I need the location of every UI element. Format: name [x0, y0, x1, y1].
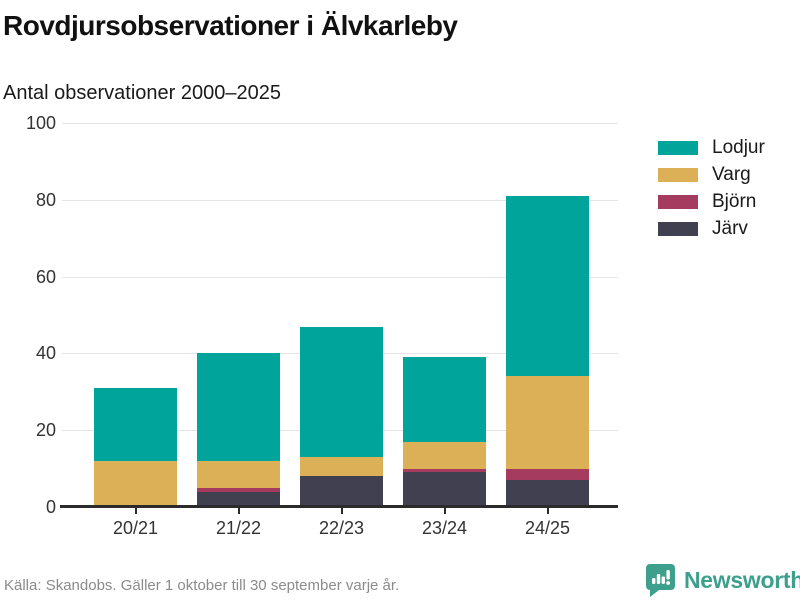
bar-segment-björn — [506, 468, 589, 481]
y-tick-label: 100 — [25, 113, 56, 133]
x-tick-label: 20/21 — [112, 518, 159, 538]
legend-swatch — [658, 168, 698, 182]
y-tick-label: 40 — [35, 343, 56, 364]
newsworthy-icon — [646, 564, 675, 597]
bar-segment-lodjur — [94, 387, 177, 461]
chart-title: Rovdjursobservationer i Älvkarleby — [3, 10, 458, 41]
legend-label: Lodjur — [712, 137, 765, 158]
bar-segment-varg — [506, 376, 589, 469]
bar-segment-varg — [403, 441, 486, 469]
gridline — [62, 199, 618, 201]
legend-swatch — [658, 195, 698, 209]
x-tick-label: 23/24 — [421, 518, 468, 538]
bar-segment-lodjur — [403, 357, 486, 442]
brand-logo: Newsworthy — [645, 563, 800, 597]
bar-segment-varg — [94, 460, 177, 507]
legend-label: Varg — [712, 164, 751, 185]
legend-label: Järv — [712, 218, 748, 239]
bar-stack — [403, 123, 486, 507]
bar-stack — [506, 123, 589, 507]
x-tick — [237, 508, 240, 514]
x-tick-label: 22/23 — [318, 518, 365, 538]
x-axis-line — [60, 505, 618, 508]
y-axis: 0 20 40 60 80 100 — [0, 114, 56, 516]
legend-item-varg: Varg — [658, 164, 765, 185]
brand-name: Newsworthy — [684, 566, 800, 593]
bar-segment-järv — [197, 491, 280, 507]
bar-segment-lodjur — [506, 195, 589, 377]
x-tick — [134, 508, 137, 514]
bar-segment-björn — [403, 468, 486, 473]
gridline — [62, 276, 618, 278]
y-tick-label: 60 — [35, 266, 56, 287]
bar-segment-lodjur — [197, 353, 280, 461]
plot-area — [62, 123, 618, 507]
chart-subtitle: Antal observationer 2000–2025 — [3, 82, 281, 104]
bar-segment-järv — [300, 476, 383, 507]
x-tick — [546, 508, 549, 514]
bar-stack — [197, 123, 280, 507]
bar-segment-björn — [197, 487, 280, 492]
x-tick — [443, 508, 446, 514]
bar-segment-varg — [300, 457, 383, 477]
y-tick-label: 0 — [45, 497, 56, 517]
gridline — [62, 123, 618, 124]
x-tick-label: 24/25 — [524, 518, 571, 538]
legend-item-björn: Björn — [658, 191, 765, 212]
x-tick-label: 21/22 — [215, 518, 262, 538]
bar-stack — [300, 123, 383, 507]
x-tick — [340, 508, 343, 514]
legend-swatch — [658, 141, 698, 155]
y-tick-label: 20 — [35, 420, 56, 441]
legend: Lodjur Varg Björn Järv — [658, 137, 765, 239]
legend-item-lodjur: Lodjur — [658, 137, 765, 158]
y-tick-label: 80 — [35, 189, 56, 210]
legend-item-järv: Järv — [658, 218, 765, 239]
bar-segment-varg — [197, 460, 280, 488]
bar-segment-lodjur — [300, 326, 383, 458]
bar-segment-järv — [403, 472, 486, 507]
bar-stack — [94, 123, 177, 507]
source-note: Källa: Skandobs. Gäller 1 oktober till 3… — [4, 577, 400, 594]
legend-label: Björn — [712, 191, 757, 212]
bar-segment-järv — [506, 480, 589, 507]
legend-swatch — [658, 222, 698, 236]
